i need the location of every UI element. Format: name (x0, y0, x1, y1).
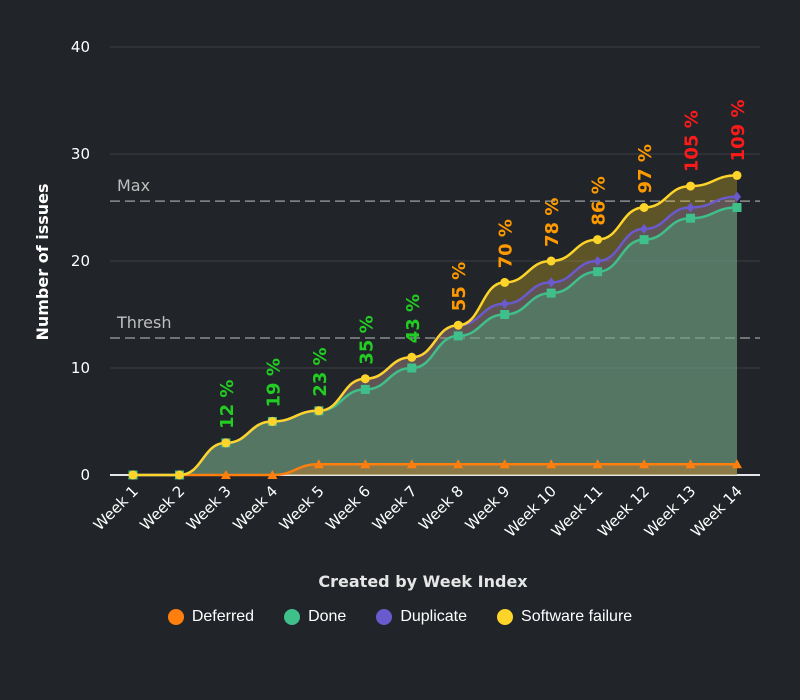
percent-label: 86 % (589, 176, 610, 225)
point-duplicate (733, 191, 741, 202)
point-software-failure (686, 181, 696, 191)
percent-label: 70 % (496, 219, 517, 268)
point-deferred (499, 459, 510, 469)
point-software-failure (128, 470, 138, 480)
legend-item-duplicate[interactable]: Duplicate (376, 608, 467, 626)
x-tick-label: Week 1 (90, 482, 142, 534)
percent-label: 35 % (356, 315, 377, 364)
point-duplicate (640, 223, 649, 234)
percent-label: 19 % (263, 358, 284, 407)
point-software-failure (500, 277, 510, 287)
point-software-failure (407, 352, 417, 362)
line-software-failure (132, 174, 738, 477)
percent-label: 55 % (449, 262, 470, 311)
point-software-failure (546, 256, 556, 266)
point-duplicate (593, 256, 602, 266)
area-deferred (133, 464, 737, 475)
percent-label: 97 % (635, 144, 656, 193)
point-software-failure (593, 235, 603, 245)
point-duplicate (547, 277, 556, 288)
point-done (593, 267, 603, 277)
point-software-failure (174, 470, 184, 480)
legend-item-software-failure[interactable]: Software failure (497, 608, 632, 626)
y-tick-label: 20 (71, 252, 90, 270)
point-deferred (406, 459, 417, 469)
reference-label: Thresh (116, 313, 171, 332)
y-tick-label: 10 (71, 359, 90, 377)
point-done (407, 363, 417, 373)
point-done (453, 331, 463, 341)
legend: Deferred Done Duplicate Software failure (0, 608, 800, 626)
point-deferred (592, 459, 603, 469)
line-deferred (132, 463, 737, 477)
x-tick-label: Week 5 (276, 482, 328, 534)
x-tick-label: Week 7 (369, 482, 421, 534)
percent-label: 105 % (682, 110, 703, 172)
legend-label: Done (308, 608, 347, 625)
area-duplicate (133, 196, 737, 476)
point-software-failure (314, 406, 324, 416)
point-duplicate (500, 298, 509, 309)
point-software-failure (360, 374, 370, 384)
point-deferred (639, 459, 650, 469)
percent-label: 78 % (542, 198, 563, 247)
point-deferred (220, 470, 231, 479)
legend-label: Deferred (191, 608, 255, 625)
point-software-failure (453, 320, 463, 330)
point-deferred (313, 459, 324, 469)
point-deferred (453, 459, 464, 469)
point-done (686, 213, 696, 223)
percent-label: 12 % (217, 380, 238, 429)
point-done (360, 384, 370, 394)
legend-marker-icon (167, 609, 184, 625)
x-tick-label: Week 14 (687, 482, 746, 541)
point-duplicate (686, 202, 695, 213)
point-deferred (360, 459, 371, 469)
y-axis-label: Number of issues (33, 183, 52, 340)
y-tick-label: 40 (71, 38, 90, 56)
x-tick-label: Week 2 (136, 482, 188, 534)
point-software-failure (732, 170, 742, 180)
legend-marker-icon (376, 609, 393, 625)
point-done (546, 288, 556, 298)
percent-label: 23 % (310, 347, 331, 396)
point-software-failure (267, 417, 277, 426)
y-tick-label: 30 (71, 145, 90, 163)
reference-label: Max (117, 176, 150, 195)
legend-label: Software failure (521, 608, 633, 625)
legend-label: Duplicate (400, 608, 468, 625)
point-deferred (267, 470, 278, 479)
x-tick-label: Week 3 (183, 482, 235, 534)
x-axis-label: Created by Week Index (318, 572, 528, 591)
point-deferred (732, 459, 742, 469)
x-tick-label: Week 4 (229, 482, 281, 534)
point-done (732, 203, 742, 212)
point-deferred (546, 459, 557, 469)
percent-label: 43 % (403, 294, 424, 343)
y-tick-label: 0 (80, 466, 90, 484)
point-software-failure (639, 203, 649, 212)
x-tick-label: Week 6 (322, 482, 374, 534)
legend-marker-icon (284, 609, 301, 625)
legend-marker-icon (497, 609, 514, 625)
area-software-failure (133, 175, 737, 475)
x-tick-label: Week 8 (415, 482, 467, 534)
legend-item-deferred[interactable]: Deferred (167, 608, 255, 626)
percent-label: 109 % (728, 100, 749, 162)
point-done (639, 235, 649, 245)
legend-item-done[interactable]: Done (284, 608, 346, 626)
point-done (500, 310, 510, 319)
point-software-failure (221, 438, 231, 448)
point-deferred (685, 459, 696, 469)
